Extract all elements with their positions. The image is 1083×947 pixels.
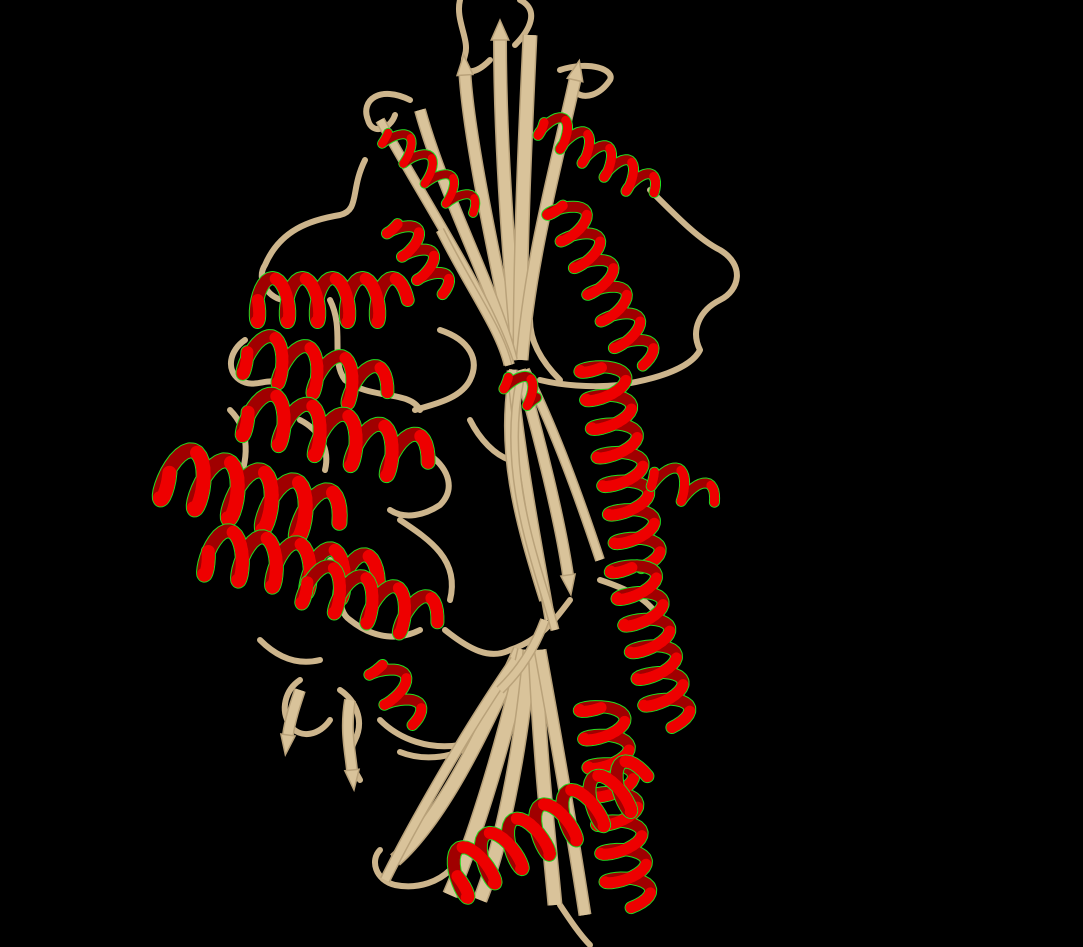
helix-ribbon-front xyxy=(649,184,660,198)
helix-ribbon-front xyxy=(400,288,414,306)
beta-strand-arrowhead xyxy=(490,18,510,41)
helix-ribbon-front xyxy=(573,704,586,716)
beta-strand xyxy=(497,618,549,693)
helix-ribbon-front xyxy=(231,573,245,588)
helix-ribbon-front xyxy=(591,451,604,464)
alpha-helix xyxy=(151,442,348,548)
helix-ribbon-front xyxy=(265,579,279,594)
helix-ribbon-front xyxy=(666,719,683,733)
helix-ribbon-front xyxy=(604,565,617,578)
coil-loop xyxy=(397,517,455,603)
helix-ribbon-front xyxy=(380,468,394,483)
beta-strand xyxy=(511,379,558,631)
alpha-helix xyxy=(603,559,697,734)
helix-ribbon-front xyxy=(574,365,586,377)
helix-ribbon-front xyxy=(407,716,421,730)
beta-strand-arrowhead xyxy=(279,733,297,758)
helix-ribbon-front xyxy=(344,458,358,473)
beta-strand xyxy=(343,699,357,771)
helix-ribbon-front xyxy=(393,627,406,640)
helix-ribbon-front xyxy=(371,568,385,588)
beta-strand-arrowhead xyxy=(565,58,584,83)
helix-ribbon-front xyxy=(469,205,479,217)
helix-ribbon-front xyxy=(437,286,450,300)
helix-ribbon-front xyxy=(611,592,623,605)
helix-ribbon-front xyxy=(582,761,594,773)
helix-ribbon-front xyxy=(197,567,211,582)
beta-sheet-strands xyxy=(279,18,605,916)
alpha-helix xyxy=(234,386,436,484)
alpha-helix xyxy=(532,112,661,199)
coil-loop xyxy=(387,452,452,519)
helix-ribbon-front xyxy=(625,899,643,914)
alpha-helix xyxy=(541,199,660,372)
alpha-helix xyxy=(294,559,445,641)
alpha-helix xyxy=(573,360,667,575)
coil-loop xyxy=(257,637,323,665)
coil-loop xyxy=(557,902,593,947)
alpha-helix xyxy=(363,659,428,731)
alpha-helix xyxy=(377,127,481,218)
beta-strand xyxy=(415,108,517,362)
coil-loop xyxy=(327,297,423,413)
coil-loop xyxy=(455,0,493,75)
alpha-helix xyxy=(446,754,655,905)
helix-ribbon-back xyxy=(152,443,347,547)
helix-ribbon-front xyxy=(250,315,264,328)
helix-ribbon-front xyxy=(637,765,654,783)
beta-strand-arrowhead xyxy=(343,768,361,793)
helix-ribbon-front xyxy=(255,521,271,537)
alpha-helix xyxy=(381,218,455,301)
helix-ribbon-front xyxy=(618,618,630,631)
coil-loop xyxy=(512,0,535,48)
coil-loop xyxy=(442,597,573,657)
helix-ribbon-front xyxy=(585,422,598,435)
alpha-helices xyxy=(151,112,721,915)
coil-loop xyxy=(557,62,614,99)
coil-loop xyxy=(537,187,740,390)
helix-ribbon-front xyxy=(631,673,644,685)
beta-strand-arrowhead xyxy=(559,573,577,597)
helix-ribbon-front xyxy=(599,876,612,888)
beta-strand xyxy=(381,657,519,882)
helix-ribbon-front xyxy=(608,537,621,549)
helix-ribbon-front xyxy=(624,646,637,659)
helix-ribbon-front xyxy=(280,315,294,328)
alpha-helix xyxy=(645,462,721,508)
alpha-helix xyxy=(235,329,395,411)
coil-loop xyxy=(363,91,413,132)
helix-ribbon-front xyxy=(597,480,610,492)
helix-ribbon-front xyxy=(578,732,590,745)
helix-ribbon-front xyxy=(220,511,236,527)
helix-ribbon-front xyxy=(341,315,355,328)
beta-strand xyxy=(283,688,305,736)
helix-ribbon-front xyxy=(638,699,651,712)
helix-ribbon-front xyxy=(152,491,168,507)
helix-ribbon-front xyxy=(595,847,608,860)
helix-ribbon-front xyxy=(602,508,615,521)
beta-strand-arrowhead xyxy=(455,53,475,77)
alpha-helix xyxy=(498,370,543,412)
helix-ribbon-front xyxy=(310,315,324,328)
helix-ribbon-front xyxy=(637,357,652,371)
coil-loop xyxy=(372,847,453,890)
beta-strand xyxy=(437,228,511,366)
alpha-helix xyxy=(248,271,415,329)
helix-ribbon-front xyxy=(341,397,355,410)
helix-ribbon-back xyxy=(235,387,435,483)
helix-ribbon-front xyxy=(186,501,202,517)
coil-loop xyxy=(527,317,563,383)
helix-ribbon-front xyxy=(371,315,385,328)
coil-loop xyxy=(412,327,477,413)
helix-ribbon-front xyxy=(580,393,592,406)
